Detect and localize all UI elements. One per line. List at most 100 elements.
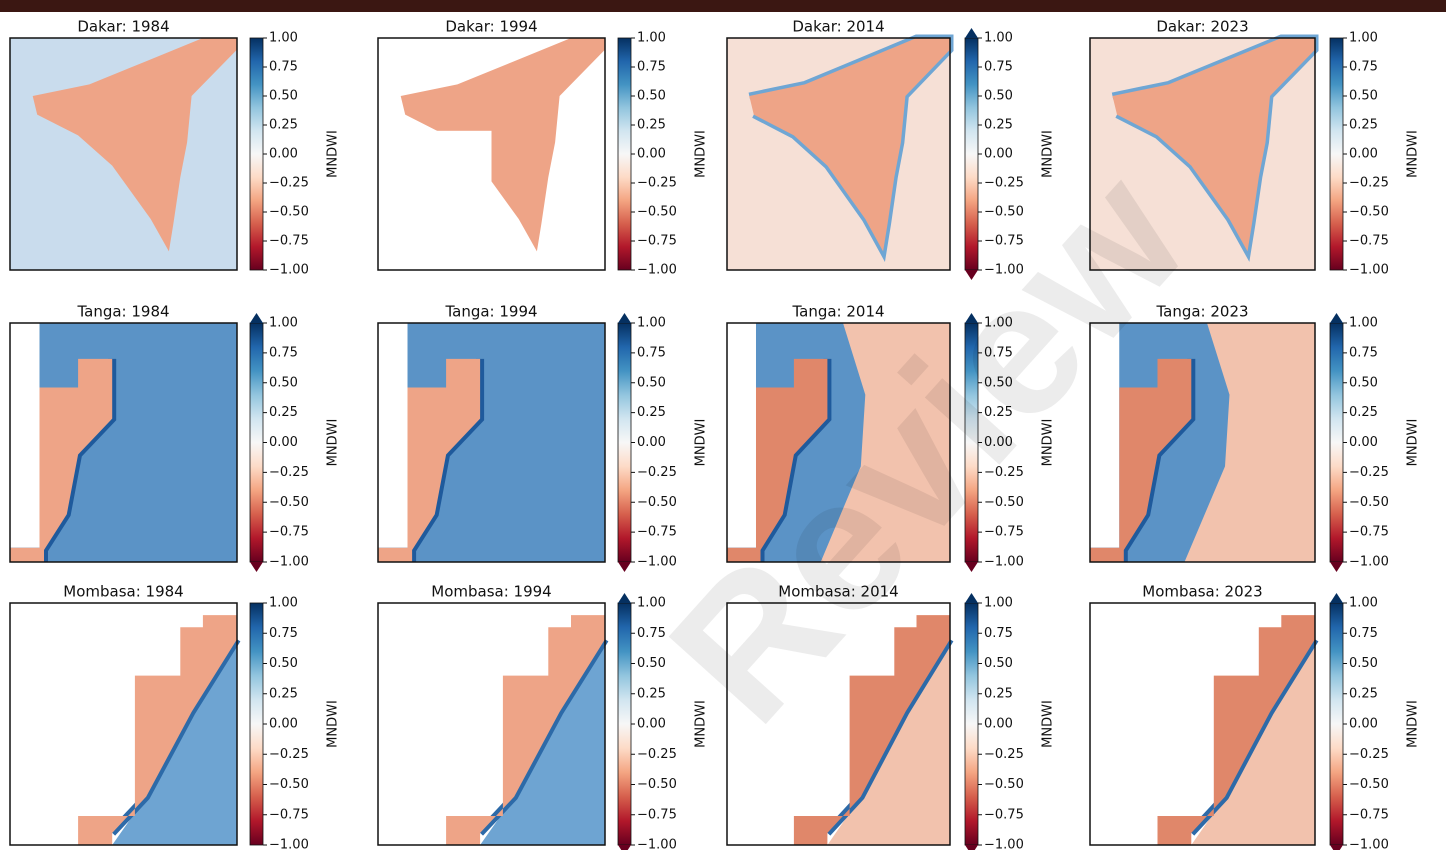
colorbar-tick-label: 0.00 bbox=[1349, 435, 1378, 450]
colorbar-tick-label: 0.50 bbox=[269, 89, 298, 104]
colorbar-tick-label: 1.00 bbox=[984, 31, 1013, 46]
colorbar-tick-label: 0.75 bbox=[984, 626, 1013, 641]
map-frame bbox=[377, 602, 606, 846]
colorbar-tick-label: −0.75 bbox=[637, 807, 677, 822]
sea bbox=[1184, 323, 1315, 562]
colorbar-tick-label: 0.75 bbox=[637, 345, 666, 360]
panel: Dakar: 2014 1.00 0.75 0.50 0.25 0.00 −0.25 −0.5… bbox=[726, 18, 1056, 280]
colorbar-tick-label: 0.50 bbox=[269, 375, 298, 390]
colorbar-tick-label: 0.75 bbox=[984, 345, 1013, 360]
land bbox=[78, 615, 237, 845]
colorbar-tick-label: 0.50 bbox=[1349, 656, 1378, 671]
panel: Mombasa: 2023 1.00 0.75 0.50 0.25 0.00 −0.25 −0… bbox=[1089, 583, 1421, 850]
colorbar-tick-label: −0.75 bbox=[1349, 525, 1389, 540]
colorbar-tick-label: −0.50 bbox=[637, 205, 677, 220]
colorbar-tick-label: −1.00 bbox=[984, 555, 1024, 570]
colorbar-tick-label: −0.75 bbox=[984, 234, 1024, 249]
colorbar-tick-label: −1.00 bbox=[1349, 263, 1389, 278]
colorbar-tick-label: −0.50 bbox=[984, 205, 1024, 220]
colorbar-extend bbox=[1330, 845, 1343, 850]
panel-title: Dakar: 1994 bbox=[445, 18, 537, 36]
colorbar-label: MNDWI bbox=[326, 130, 341, 178]
panel: Tanga: 1994 1.00 0.75 0.50 0.25 0.00 −0.25 −0.5… bbox=[377, 303, 709, 572]
colorbar-tick-label: −0.25 bbox=[984, 176, 1024, 191]
colorbar-tick-label: 0.00 bbox=[269, 147, 298, 162]
colorbar-tick-label: −0.75 bbox=[984, 807, 1024, 822]
panel: Dakar: 1984 1.00 0.75 0.50 0.25 0.00 −0.25 −0.5… bbox=[9, 18, 341, 278]
colorbar-label: MNDWI bbox=[1406, 700, 1421, 748]
colorbar-tick-label: 1.00 bbox=[984, 316, 1013, 331]
sea bbox=[820, 323, 950, 562]
colorbar-label: MNDWI bbox=[694, 419, 709, 467]
colorbar-tick-label: 1.00 bbox=[1349, 316, 1378, 331]
map-frame bbox=[377, 322, 606, 563]
map-frame bbox=[726, 37, 951, 271]
colorbar-tick-label: 0.25 bbox=[1349, 405, 1378, 420]
colorbar-tick-label: 0.50 bbox=[984, 375, 1013, 390]
colorbar-tick-label: −1.00 bbox=[269, 838, 309, 850]
land bbox=[400, 38, 605, 252]
colorbar bbox=[249, 322, 264, 563]
land bbox=[1090, 358, 1192, 562]
colorbar-label: MNDWI bbox=[1406, 130, 1421, 178]
colorbar-tick-label: −0.75 bbox=[1349, 807, 1389, 822]
land bbox=[10, 358, 113, 562]
land bbox=[793, 615, 950, 845]
colorbar-extend bbox=[965, 28, 978, 38]
colorbar-tick-label: −0.50 bbox=[637, 777, 677, 792]
colorbar-tick-label: −1.00 bbox=[637, 263, 677, 278]
colorbar-tick-label: −0.25 bbox=[984, 465, 1024, 480]
colorbar-tick-label: 0.00 bbox=[1349, 717, 1378, 732]
colorbar-tick-label: −0.75 bbox=[1349, 234, 1389, 249]
no-data bbox=[10, 323, 40, 548]
panel-title: Tanga: 1984 bbox=[76, 303, 169, 321]
land bbox=[446, 615, 605, 845]
colorbar-tick-label: 0.25 bbox=[984, 686, 1013, 701]
colorbar-tick-label: 0.50 bbox=[637, 89, 666, 104]
colorbar-tick-label: −0.50 bbox=[269, 205, 309, 220]
colorbar-tick-label: 0.25 bbox=[984, 405, 1013, 420]
colorbar-tick-label: 1.00 bbox=[1349, 596, 1378, 611]
panel-title: Mombasa: 2014 bbox=[778, 583, 898, 601]
map-frame bbox=[1089, 322, 1316, 563]
colorbar-tick-label: 0.25 bbox=[269, 686, 298, 701]
colorbar-tick-label: 0.25 bbox=[1349, 118, 1378, 133]
colorbar-tick-label: −0.25 bbox=[269, 176, 309, 191]
colorbar-tick-label: −0.50 bbox=[269, 495, 309, 510]
panel: Tanga: 1984 1.00 0.75 0.50 0.25 0.00 −0.25 −0.5… bbox=[9, 303, 341, 572]
panel-title: Mombasa: 1994 bbox=[431, 583, 551, 601]
colorbar-tick-label: 0.00 bbox=[637, 435, 666, 450]
colorbar-tick-label: 0.00 bbox=[984, 435, 1013, 450]
panel-title: Dakar: 2023 bbox=[1156, 18, 1248, 36]
colorbar-tick-label: −1.00 bbox=[637, 555, 677, 570]
panel-title: Dakar: 2014 bbox=[792, 18, 884, 36]
colorbar bbox=[249, 602, 264, 846]
colorbar-tick-label: 0.00 bbox=[269, 717, 298, 732]
colorbar-tick-label: 0.50 bbox=[984, 656, 1013, 671]
map-frame bbox=[9, 322, 238, 563]
colorbar bbox=[1329, 37, 1344, 271]
colorbar-tick-label: 0.00 bbox=[637, 717, 666, 732]
colorbar-tick-label: −1.00 bbox=[1349, 555, 1389, 570]
colorbar-extend bbox=[1330, 593, 1343, 603]
colorbar-extend bbox=[618, 593, 631, 603]
map-frame bbox=[726, 322, 951, 563]
colorbar-tick-label: 0.50 bbox=[1349, 89, 1378, 104]
colorbar-tick-label: 1.00 bbox=[637, 316, 666, 331]
colorbar-tick-label: 0.25 bbox=[269, 405, 298, 420]
colorbar-tick-label: 0.00 bbox=[984, 717, 1013, 732]
colorbar-extend bbox=[618, 313, 631, 323]
no-data bbox=[378, 323, 408, 548]
colorbar-label: MNDWI bbox=[1041, 700, 1056, 748]
colorbar-tick-label: −0.50 bbox=[1349, 205, 1389, 220]
colorbar-tick-label: 0.00 bbox=[1349, 147, 1378, 162]
colorbar-label: MNDWI bbox=[694, 130, 709, 178]
colorbar-tick-label: −0.50 bbox=[984, 777, 1024, 792]
land bbox=[32, 38, 238, 252]
colorbar-tick-label: 0.75 bbox=[637, 60, 666, 75]
colorbar-extend bbox=[1330, 562, 1343, 572]
colorbar-tick-label: 1.00 bbox=[1349, 31, 1378, 46]
no-data bbox=[1090, 323, 1120, 548]
colorbar-tick-label: 1.00 bbox=[269, 596, 298, 611]
